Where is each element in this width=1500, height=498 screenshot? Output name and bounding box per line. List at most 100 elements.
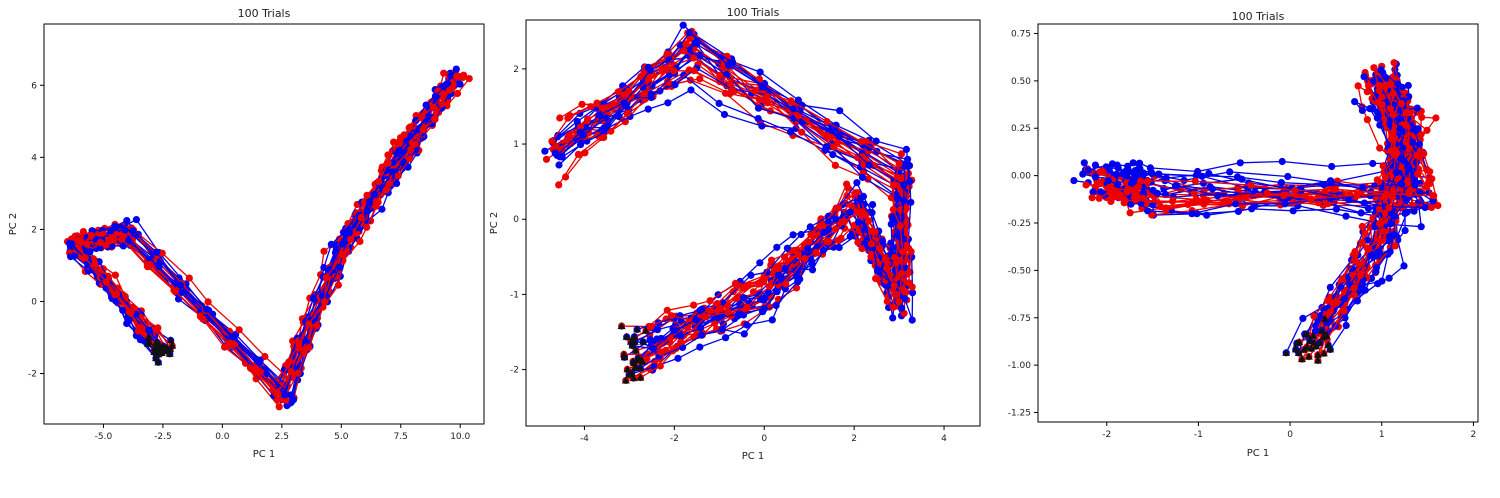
trajectory-point <box>872 275 880 283</box>
trajectory-point <box>1135 159 1144 167</box>
trajectory-point <box>1219 199 1227 207</box>
trajectory-point <box>558 145 566 153</box>
start-marker <box>641 326 650 334</box>
start-marker <box>1321 314 1330 322</box>
trajectory-point <box>677 338 685 346</box>
trajectory-point <box>663 306 671 314</box>
trajectory-point <box>898 270 906 278</box>
trajectory-point <box>196 313 205 321</box>
trajectory-point <box>1119 169 1127 177</box>
trajectory-point <box>756 259 764 267</box>
trajectory-point <box>733 281 741 289</box>
trajectory-point <box>1351 248 1359 256</box>
start-marker <box>631 363 640 371</box>
start-marker <box>143 339 152 347</box>
trajectory-point <box>1413 104 1421 112</box>
trajectory-point <box>83 240 91 248</box>
trajectory-point <box>697 324 705 332</box>
plot-area <box>63 65 473 411</box>
trajectory-point <box>1376 219 1384 228</box>
trajectory-point <box>1326 283 1334 291</box>
trajectory-point <box>388 168 396 176</box>
trajectory-point <box>363 191 371 199</box>
trajectory-point <box>255 358 263 366</box>
trajectory-point <box>674 354 682 362</box>
trajectory-point <box>452 65 460 73</box>
trajectory-point <box>406 123 414 131</box>
trajectory-point <box>1405 165 1413 173</box>
trajectory-point <box>1097 188 1105 196</box>
trajectory-point <box>898 304 906 312</box>
trajectory-point <box>680 47 688 55</box>
trajectory-point <box>883 265 892 273</box>
trajectory-point <box>716 71 724 79</box>
trajectory-point <box>857 138 865 146</box>
trajectory-point <box>1342 212 1350 220</box>
trajectory-point <box>456 80 464 88</box>
trajectory-point <box>908 289 917 297</box>
trajectory-point <box>275 403 283 411</box>
trajectory-point <box>837 234 845 242</box>
x-tick-label: -2 <box>1102 430 1111 440</box>
trajectory-point <box>1373 176 1381 184</box>
trajectory-point <box>740 294 748 302</box>
trajectory-point <box>1281 200 1289 208</box>
start-marker <box>152 354 161 362</box>
x-tick-label: 0 <box>1287 430 1293 440</box>
trajectory-point <box>1340 307 1348 315</box>
trajectory-point <box>287 368 295 376</box>
x-tick-label: -4 <box>580 434 589 444</box>
trajectory-point <box>890 181 898 189</box>
trajectory-point <box>1389 193 1397 202</box>
trajectory-point <box>899 248 907 256</box>
trajectory-point <box>773 288 781 296</box>
tick-group: -2 -1 0 1 2 -1.25 -1.00 -0.75 -0.50 -0.25 0.00 0.25… <box>1008 29 1477 440</box>
trajectory-point <box>682 40 690 48</box>
start-marker <box>629 358 638 366</box>
trajectory-point <box>332 245 340 253</box>
trajectory-point <box>1381 173 1389 181</box>
trajectory-point <box>1358 106 1366 115</box>
trajectory-point <box>132 216 140 224</box>
trajectory-point <box>1365 82 1373 90</box>
trajectory-point <box>1349 270 1357 278</box>
trajectory-point <box>335 263 343 271</box>
trajectory-point <box>273 388 281 396</box>
trajectory-point <box>581 149 589 157</box>
start-marker <box>157 349 166 357</box>
trajectory-point <box>542 155 551 163</box>
trajectory-point <box>1389 89 1397 97</box>
trajectory-point <box>1137 177 1145 185</box>
trajectory-point <box>1231 200 1240 208</box>
trajectory-point <box>774 271 782 279</box>
trajectory-point <box>1377 66 1385 74</box>
trajectory-point <box>772 301 780 310</box>
y-tick-label: -1 <box>510 290 519 300</box>
trajectory-point <box>1366 192 1374 200</box>
trajectory-point <box>70 252 78 260</box>
trajectory-point <box>113 290 121 298</box>
trajectory-point <box>787 97 795 105</box>
start-marker <box>1304 352 1313 360</box>
trajectory-point <box>110 236 118 244</box>
trajectory-point <box>690 301 698 309</box>
trajectory-point <box>807 231 815 239</box>
y-axis-label: PC 2 <box>489 212 500 235</box>
trajectory-point <box>1124 185 1132 193</box>
trajectory-point <box>728 86 736 94</box>
trajectory-point <box>667 312 676 320</box>
trajectory-point <box>773 243 781 251</box>
trajectory-point <box>614 88 622 96</box>
trajectory-point <box>602 114 610 122</box>
trajectory-point <box>806 223 814 231</box>
y-tick-label: 0 <box>513 215 519 225</box>
trajectory-group <box>63 65 473 411</box>
trajectory-point <box>171 287 179 295</box>
trajectory-point <box>858 153 867 161</box>
trajectory-point <box>899 190 907 198</box>
plot-area <box>1070 59 1442 365</box>
start-marker <box>1319 349 1328 357</box>
trajectory-point <box>1188 210 1196 218</box>
trajectory-point <box>1149 201 1157 209</box>
trajectory-point <box>1091 161 1099 169</box>
